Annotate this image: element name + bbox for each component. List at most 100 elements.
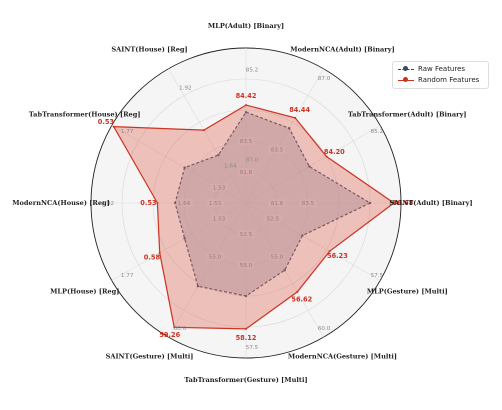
ring-label-bg-10 [210,214,228,223]
ring-label-5: 52.5 [267,217,280,223]
series-random-point-3 [392,202,395,204]
ring-label-0: 81.8 [240,170,253,176]
axis-10-tick-0: 1.77 [121,129,134,135]
random-value-label-5: 56.62 [291,296,312,304]
series-raw-point-9 [173,201,177,205]
random-value-label-2: 84.20 [324,148,345,156]
ring-label-4: 83.5 [302,201,315,207]
axis-11-tick-0: 1.92 [179,86,191,92]
ring-label-10: 1.53 [213,217,226,223]
legend-raw-label: Raw Features [418,65,466,73]
axis-label-10: TabTransformer(House) [Reg] [29,111,141,119]
axis-7-tick-0: 60.0 [174,326,187,332]
legend-item-random: Random Features [393,75,488,87]
legend: Raw Features Random Features [392,61,489,89]
axis-label-6: TabTransformer(Gesture) [Multi] [184,376,307,384]
axis-1-tick-0: 87.0 [318,76,331,82]
random-value-label-8: 0.58 [144,253,161,261]
ring-label-bg-7 [237,230,255,238]
ring-labels: 81.8 83.5 83.5 81.8 83.5 52.5 55.0 52.5 55.0 55.0… [175,137,317,269]
series-raw-point-4 [301,234,304,237]
axis-label-8: MLP(House) [Reg] [50,288,119,296]
series-raw [173,111,372,298]
axis-label-3: SAINT(Adult) [Binary] [389,199,472,207]
series-random [112,104,395,330]
ring-label-bg-6 [268,252,286,261]
spoke-2 [245,125,381,204]
axis-label-2: TabTransformer(Adult) [Binary] [348,111,467,119]
random-value-label-9: 0.53 [140,199,157,207]
ring-label-2: 83.5 [271,147,284,153]
axis-8-tick-0: 1.77 [121,273,134,279]
series-raw-point-10 [183,166,186,169]
ring-label-bg-2 [268,145,286,154]
axis-label-11: SAINT(House) [Reg] [111,46,187,54]
axis-label-0: MLP(Adult) [Binary] [208,22,284,30]
axis-2-tick-0: 85.2 [371,129,383,135]
ring-label-8: 55.0 [240,263,253,269]
series-raw-point-11 [217,153,220,157]
series-raw-point-5 [283,268,286,272]
ring-label-bg-9 [206,252,224,261]
series-random-point-6 [245,327,247,330]
series-raw-point-0 [244,111,248,114]
series-random-point-9 [156,202,159,204]
random-value-label-4: 56.23 [327,252,348,260]
ring-label-bg-1 [237,137,255,145]
axis-9-tick-0: 1.92 [102,201,114,207]
series-raw-point-3 [368,201,372,205]
ring-label-12: 1.64 [178,201,191,207]
ring-label-bg-4 [299,199,317,207]
legend-random-label: Random Features [418,76,480,84]
ring-label-bg-0 [237,168,255,176]
random-value-label-6: 58.12 [236,334,257,342]
ring-label-bg-8 [237,261,255,269]
series-random-point-11 [202,129,205,132]
series-random-point-10 [112,125,115,128]
random-value-label-1: 84.44 [289,106,310,114]
series-raw-point-8 [183,237,186,240]
axis-4-tick-0: 57.5 [371,273,384,279]
series-raw-point-7 [196,285,200,288]
axis-label-1: ModernNCA(Adult) [Binary] [290,46,394,54]
axis-11-tick-1: 1.64 [224,163,237,169]
axis-3-tick-0: 87.0 [390,201,403,207]
spoke-7 [168,202,247,338]
legend-raw-marker [403,66,408,71]
ring-label-13: 1.53 [213,186,226,192]
axis-6-tick-0: 57.5 [246,345,259,351]
series-random-point-1 [294,116,297,119]
axis-tick-labels: 85.2 87.0 87.0 85.2 87.0 57.5 60.0 57.5 60.0 1.77… [102,68,403,351]
ring-label-3: 81.8 [271,201,284,207]
ring-label-bg-13 [210,183,228,192]
ring-label-11: 1.53 [209,201,222,207]
axis-0-tick-0: 85.2 [246,68,258,74]
random-value-label-7: 59.26 [159,331,180,339]
series-random-point-0 [245,104,247,107]
series-random-point-2 [325,155,328,158]
random-value-label-3: 86.68 [392,199,413,207]
ring-label-bg-5 [264,214,282,223]
axis-label-4: MLP(Gesture) [Multi] [367,288,448,296]
axis-label-5: ModernNCA(Gesture) [Multi] [288,352,397,360]
legend-random-marker [403,77,408,82]
ring-label-bg-3 [268,199,286,207]
series-raw-point-1 [287,127,291,130]
series-raw-point-6 [244,294,248,298]
ring-label-7: 52.5 [240,232,253,238]
series-random-point-4 [328,250,331,253]
legend-item-raw: Raw Features [393,64,488,76]
spoke-11 [168,68,247,204]
axis-label-9: ModernNCA(House) [Reg] [12,199,110,207]
random-value-label-10: 0.53 [98,118,115,126]
ring-label-6: 55.0 [271,255,284,261]
series-random-point-8 [158,251,161,254]
random-value-labels: 84.42 84.44 84.20 86.68 56.23 56.62 58.12 59.26… [98,92,414,342]
ring-label-bg-12 [175,199,193,207]
axis-labels: MLP(Adult) [Binary] ModernNCA(Adult) [Bin… [12,22,472,384]
axis-0-tick-1: 87.0 [246,158,259,164]
ring-label-bg-11 [206,199,224,207]
axis-label-7: SAINT(Gesture) [Multi] [106,352,194,360]
series-raw-point-2 [308,165,311,168]
